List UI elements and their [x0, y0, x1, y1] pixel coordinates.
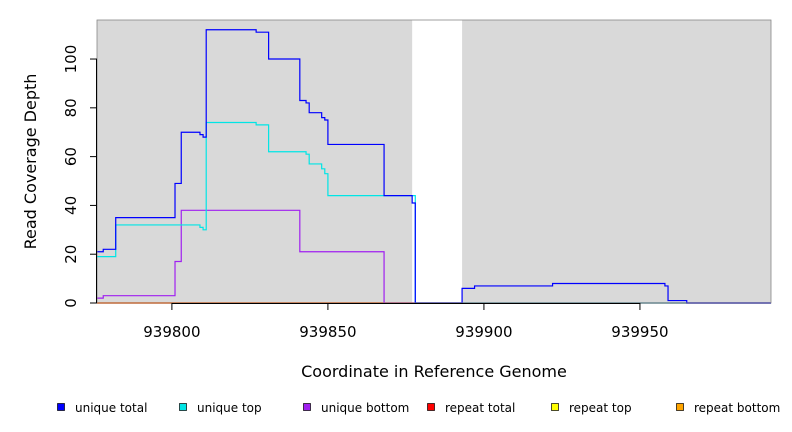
legend-swatch-repeat-top [551, 403, 559, 411]
legend: unique total unique top unique bottom repea… [57, 401, 780, 415]
x-tick-label: 939950 [611, 323, 668, 341]
series-line-unique-top [97, 121, 771, 304]
y-tick-label: 80 [62, 98, 80, 117]
legend-swatch-unique-top [179, 403, 187, 411]
legend-label-repeat-bottom: repeat bottom [694, 401, 780, 415]
legend-swatch-repeat-total [427, 403, 435, 411]
y-tick-label: 0 [62, 298, 80, 308]
y-axis-ticks: 0 20 40 60 80 100 [62, 45, 97, 308]
legend-swatch-unique-total [57, 403, 65, 411]
x-tick-label: 939800 [143, 323, 200, 341]
legend-swatch-unique-bottom [303, 403, 311, 411]
legend-label-repeat-top: repeat top [569, 401, 632, 415]
series-line-unique-bottom [97, 209, 771, 304]
x-axis-ticks: 939800 939850 939900 939950 [143, 303, 669, 341]
y-axis-title: Read Coverage Depth [21, 74, 40, 250]
y-tick-label: 20 [62, 245, 80, 264]
legend-label-unique-bottom: unique bottom [321, 401, 409, 415]
legend-swatch-repeat-bottom [676, 403, 684, 411]
series-line-unique-total [97, 29, 771, 304]
y-tick-label: 60 [62, 147, 80, 166]
background-regions [97, 20, 771, 303]
legend-label-unique-total: unique total [75, 401, 147, 415]
x-tick-label: 939900 [455, 323, 512, 341]
y-tick-label: 100 [62, 45, 80, 74]
y-tick-label: 40 [62, 196, 80, 215]
background-region-1 [97, 20, 413, 303]
legend-label-repeat-total: repeat total [445, 401, 515, 415]
axes [96, 19, 772, 304]
x-axis-title: Coordinate in Reference Genome [301, 362, 567, 381]
x-tick-label: 939850 [299, 323, 356, 341]
legend-label-unique-top: unique top [197, 401, 262, 415]
background-region-2 [462, 20, 771, 303]
